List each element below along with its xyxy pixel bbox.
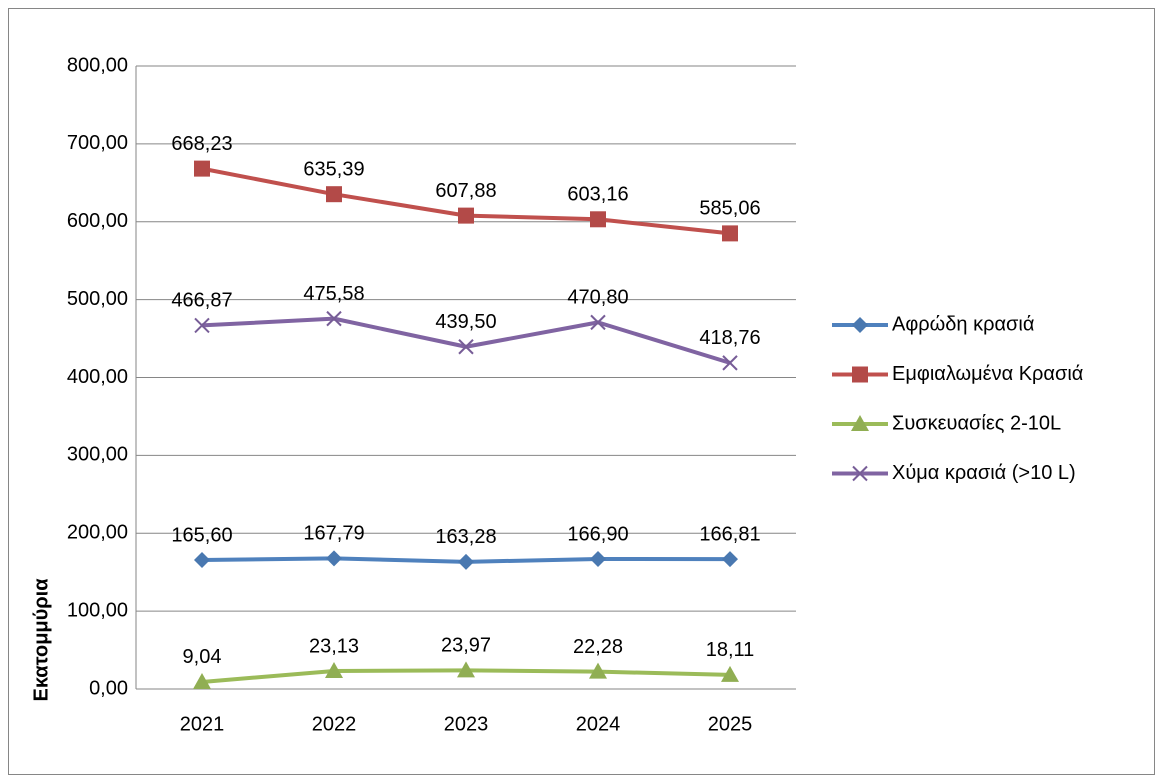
data-label: 23,13 xyxy=(309,635,359,657)
data-label: 23,97 xyxy=(441,635,491,657)
marker xyxy=(722,551,738,568)
data-label: 418,76 xyxy=(699,327,760,349)
marker xyxy=(194,160,210,177)
legend-label: Συσκευασίες 2-10L xyxy=(892,412,1061,434)
data-label: 635,39 xyxy=(303,158,364,180)
data-label: 439,50 xyxy=(435,311,496,333)
legend-marker xyxy=(851,415,869,431)
marker xyxy=(722,355,738,371)
y-axis-label: Εκατομμύρια xyxy=(30,578,52,702)
chart-border xyxy=(8,8,1155,775)
x-tick-label: 2025 xyxy=(708,713,753,735)
marker xyxy=(458,339,474,355)
x-tick-label: 2021 xyxy=(180,713,225,735)
y-tick-label: 300,00 xyxy=(67,444,128,466)
data-label: 466,87 xyxy=(171,290,232,312)
marker xyxy=(722,225,738,242)
data-label: 668,23 xyxy=(171,133,232,155)
legend-label: Αφρώδη κρασιά xyxy=(892,313,1034,335)
data-label: 165,60 xyxy=(171,524,232,546)
x-tick-label: 2023 xyxy=(444,713,489,735)
data-label: 475,58 xyxy=(303,283,364,305)
legend-label: Εμφιαλωμένα Κρασιά xyxy=(892,363,1083,385)
y-tick-label: 200,00 xyxy=(67,522,128,544)
y-tick-label: 0,00 xyxy=(89,677,128,699)
marker xyxy=(590,551,606,568)
marker xyxy=(326,310,342,327)
marker xyxy=(194,317,210,334)
y-tick-label: 400,00 xyxy=(67,366,128,388)
marker xyxy=(325,661,343,678)
y-tick-label: 100,00 xyxy=(67,599,128,621)
data-label: 470,80 xyxy=(567,287,628,309)
data-label: 9,04 xyxy=(183,646,222,668)
y-tick-label: 500,00 xyxy=(67,288,128,310)
data-label: 166,81 xyxy=(699,523,760,545)
marker xyxy=(589,662,607,679)
marker xyxy=(590,211,606,228)
data-label: 603,16 xyxy=(567,184,628,206)
marker xyxy=(590,314,606,331)
legend-marker xyxy=(852,366,868,383)
marker xyxy=(326,186,342,203)
y-tick-label: 600,00 xyxy=(67,210,128,232)
data-label: 607,88 xyxy=(435,180,496,202)
data-label: 163,28 xyxy=(435,526,496,548)
marker xyxy=(721,665,739,682)
marker xyxy=(193,672,211,689)
y-tick-label: 700,00 xyxy=(67,132,128,154)
legend-marker xyxy=(852,465,868,482)
data-label: 585,06 xyxy=(699,198,760,220)
marker xyxy=(326,550,342,567)
x-tick-label: 2024 xyxy=(576,713,621,735)
y-tick-label: 800,00 xyxy=(67,54,128,76)
marker xyxy=(194,552,210,569)
marker xyxy=(458,553,474,570)
data-label: 167,79 xyxy=(303,523,364,545)
legend-marker xyxy=(852,317,868,333)
data-label: 18,11 xyxy=(706,639,755,661)
x-tick-label: 2022 xyxy=(312,713,357,735)
marker xyxy=(457,661,475,678)
data-label: 166,90 xyxy=(567,523,628,545)
marker xyxy=(458,207,474,224)
data-label: 22,28 xyxy=(573,636,623,658)
legend-label: Χύμα κρασιά (>10 L) xyxy=(892,462,1076,484)
